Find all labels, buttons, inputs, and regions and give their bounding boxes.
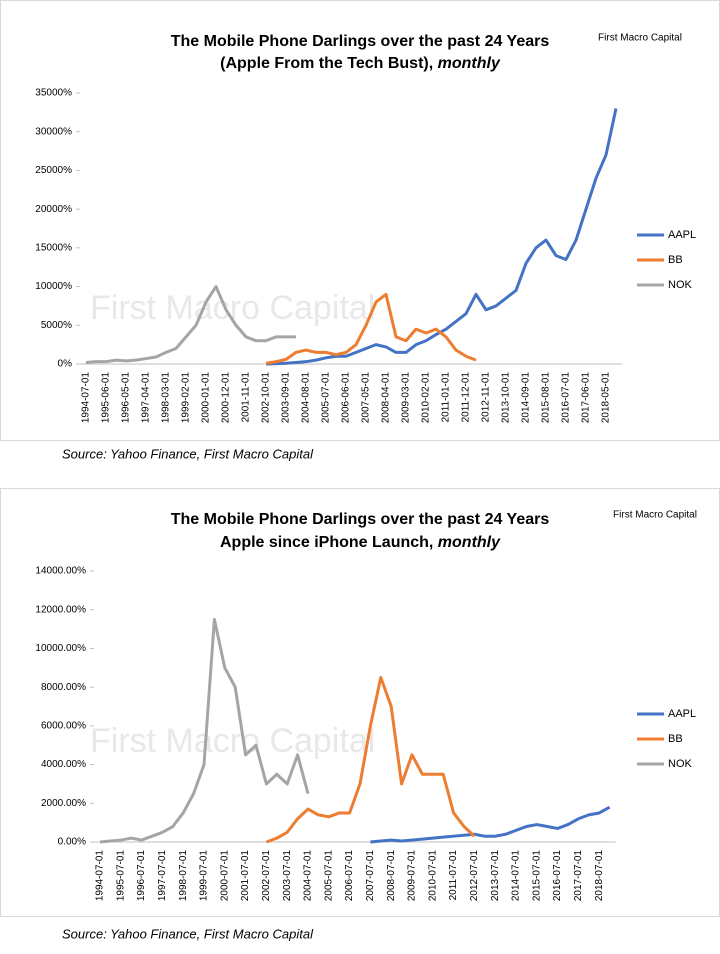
series-line: [370, 805, 611, 844]
x-tick-label: 1997-04-01: [141, 372, 152, 424]
x-tick-label: 2009-07-01: [407, 850, 418, 902]
chart-title: The Mobile Phone Darlings over the past …: [171, 33, 550, 50]
subtitle-emphasis: monthly: [438, 534, 501, 551]
x-tick-label: 2009-03-01: [401, 372, 412, 424]
x-tick-label: 2008-04-01: [381, 372, 392, 424]
x-tick-label: 2015-07-01: [531, 850, 542, 902]
x-tick-label: 2000-07-01: [219, 850, 230, 902]
x-tick-label: 2012-07-01: [469, 850, 480, 902]
series-line: [265, 292, 477, 365]
legend-label: AAPL: [668, 229, 696, 241]
brand: First Macro Capital: [598, 33, 682, 44]
x-tick-label: 2004-07-01: [303, 850, 314, 902]
y-tick-label: 2000.00%: [41, 798, 86, 809]
y-tick-label: 4000.00%: [41, 759, 86, 770]
subtitle-text: (Apple From the Tech Bust),: [220, 55, 437, 72]
x-tick-label: 2007-05-01: [361, 372, 372, 424]
legend-label: AAPL: [668, 708, 696, 720]
x-tick-label: 2002-07-01: [261, 850, 272, 902]
legend-label: BB: [668, 733, 683, 745]
x-tick-label: 2018-07-01: [594, 850, 605, 902]
x-tick-label: 1998-03-01: [161, 372, 172, 424]
x-tick-label: 2011-07-01: [448, 850, 459, 901]
x-tick-label: 2006-07-01: [344, 850, 355, 902]
y-tick-label: 14000.00%: [35, 566, 86, 577]
x-tick-label: 1994-07-01: [95, 850, 106, 902]
x-tick-label: 1996-05-01: [121, 372, 132, 424]
x-tick-label: 2007-07-01: [365, 850, 376, 902]
x-tick-label: 2005-07-01: [323, 850, 334, 902]
y-tick-label: 10000.00%: [35, 643, 86, 654]
chart-frame: [0, 488, 720, 917]
x-tick-label: 2006-06-01: [341, 372, 352, 424]
x-tick-label: 1994-07-01: [81, 372, 92, 424]
x-tick-label: 2014-07-01: [511, 850, 522, 902]
x-tick-label: 1998-07-01: [178, 850, 189, 902]
y-tick-label: 0%: [58, 359, 73, 370]
legend-label: NOK: [668, 758, 693, 770]
x-tick-label: 2018-05-01: [601, 372, 612, 424]
x-tick-label: 2011-01-01: [441, 372, 452, 423]
x-tick-label: 2015-08-01: [541, 372, 552, 424]
x-tick-label: 2011-12-01: [461, 372, 472, 423]
x-tick-label: 2014-09-01: [521, 372, 532, 424]
x-tick-label: 1999-02-01: [181, 372, 192, 424]
y-tick-label: 0.00%: [58, 837, 86, 848]
brand: First Macro Capital: [613, 510, 697, 521]
x-tick-label: 1995-07-01: [115, 850, 126, 902]
series-line: [99, 617, 310, 844]
x-tick-label: 2004-08-01: [301, 372, 312, 424]
x-tick-label: 2010-07-01: [427, 850, 438, 902]
series-line: [265, 675, 476, 844]
y-tick-label: 5000%: [41, 320, 72, 331]
source: Source: Yahoo Finance, First Macro Capit…: [62, 926, 314, 941]
y-tick-label: 8000.00%: [41, 682, 86, 693]
x-tick-label: 2016-07-01: [561, 372, 572, 424]
x-tick-label: 2017-07-01: [573, 850, 584, 902]
x-tick-label: 2000-01-01: [201, 372, 212, 424]
x-tick-label: 2002-10-01: [261, 372, 272, 424]
x-tick-label: 1997-07-01: [157, 850, 168, 902]
y-tick-label: 10000%: [35, 281, 72, 292]
source: Source: Yahoo Finance, First Macro Capit…: [62, 446, 314, 461]
x-tick-label: 2012-11-01: [481, 372, 492, 423]
subtitle-emphasis: monthly: [438, 55, 501, 72]
y-tick-label: 25000%: [35, 165, 72, 176]
x-tick-label: 2016-07-01: [552, 850, 563, 902]
x-tick-label: 2017-06-01: [581, 372, 592, 424]
x-tick-label: 2005-07-01: [321, 372, 332, 424]
y-tick-label: 15000%: [35, 242, 72, 253]
legend-label: BB: [668, 254, 683, 266]
legend-label: NOK: [668, 279, 693, 291]
x-tick-label: 1999-07-01: [199, 850, 210, 902]
y-tick-label: 35000%: [35, 88, 72, 99]
y-tick-label: 6000.00%: [41, 720, 86, 731]
y-tick-label: 12000.00%: [35, 604, 86, 615]
x-tick-label: 2001-11-01: [241, 372, 252, 423]
x-tick-label: 2008-07-01: [386, 850, 397, 902]
watermark: First Macro Capital: [90, 722, 375, 760]
chart-subtitle: (Apple From the Tech Bust), monthly: [220, 55, 501, 72]
x-tick-label: 2013-10-01: [501, 372, 512, 424]
y-tick-label: 30000%: [35, 126, 72, 137]
x-tick-label: 2013-07-01: [490, 850, 501, 902]
x-tick-label: 1996-07-01: [136, 850, 147, 902]
x-tick-label: 2000-12-01: [221, 372, 232, 424]
y-tick-label: 20000%: [35, 204, 72, 215]
series-line: [85, 285, 296, 364]
x-tick-label: 2003-07-01: [282, 850, 293, 902]
x-tick-label: 2010-02-01: [421, 372, 432, 424]
subtitle-text: Apple since iPhone Launch,: [220, 534, 438, 551]
chart-subtitle: Apple since iPhone Launch, monthly: [220, 534, 501, 551]
x-tick-label: 2001-07-01: [240, 850, 251, 902]
x-tick-label: 2003-09-01: [281, 372, 292, 424]
chart-title: The Mobile Phone Darlings over the past …: [171, 511, 550, 528]
x-tick-label: 1995-06-01: [101, 372, 112, 424]
